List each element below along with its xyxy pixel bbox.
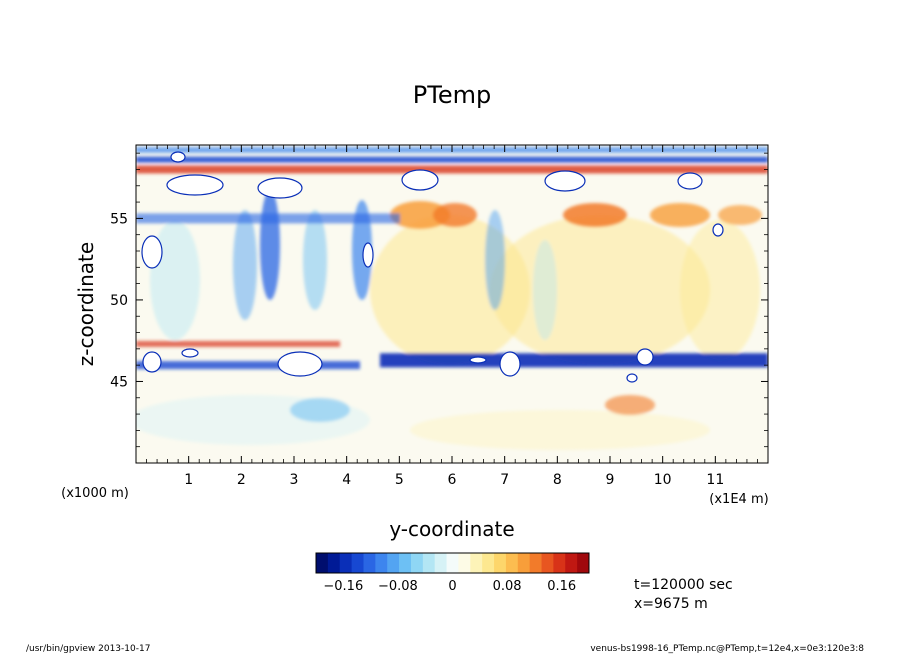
field-band — [380, 353, 768, 368]
colorbar-tick-label: 0.16 — [547, 579, 576, 594]
colorbar-cell — [529, 553, 542, 573]
y-tick-label: 55 — [110, 211, 128, 227]
field-feature — [718, 205, 762, 225]
colorbar-cell — [553, 553, 566, 573]
footer-left: /usr/bin/gpview 2013-10-17 — [26, 644, 150, 654]
field-feature — [303, 210, 327, 310]
y-tick-label: 50 — [110, 293, 128, 309]
x-unit-label: (x1E4 m) — [709, 492, 768, 507]
colorbar-cell — [363, 553, 376, 573]
colorbar-cell — [375, 553, 388, 573]
field-band — [136, 361, 360, 370]
field-band — [136, 156, 768, 163]
out-of-range-patch — [166, 174, 224, 196]
colorbar-cell — [458, 553, 471, 573]
colorbar-cell — [494, 553, 507, 573]
x-tick-label: 5 — [395, 472, 404, 488]
x-position-annotation: x=9675 m — [634, 596, 708, 612]
out-of-range-patch — [181, 348, 199, 358]
out-of-range-patch — [277, 351, 323, 377]
time-annotation: t=120000 sec — [634, 577, 733, 593]
x-tick-label: 3 — [290, 472, 299, 488]
field-feature — [490, 215, 710, 365]
colorbar-cell — [410, 553, 424, 573]
x-tick-label: 6 — [448, 472, 457, 488]
out-of-range-patch — [401, 169, 439, 191]
x-tick-label: 1 — [184, 472, 193, 488]
field-band — [136, 213, 400, 224]
y-axis-label: z-coordinate — [74, 242, 98, 366]
field-band — [136, 340, 340, 347]
colorbar-tick-label: −0.16 — [323, 579, 363, 594]
x-axis: 1 2 3 4 5 6 7 8 9 10 11 — [146, 145, 758, 488]
out-of-range-patch — [257, 177, 303, 199]
colorbar-cell — [387, 553, 400, 573]
footer-right: venus-bs1998-16_PTemp.nc@PTemp,t=12e4,x=… — [590, 644, 864, 654]
x-tick-label: 11 — [706, 472, 724, 488]
out-of-range-patch — [499, 351, 521, 377]
field-feature — [650, 203, 710, 227]
colorbar-cell — [316, 553, 329, 573]
field-feature — [290, 398, 350, 422]
field-feature — [605, 395, 655, 415]
x-tick-label: 4 — [342, 472, 351, 488]
x-tick-label: 10 — [654, 472, 672, 488]
x-tick-label: 2 — [237, 472, 246, 488]
field-band — [136, 165, 768, 174]
field-feature — [485, 210, 505, 310]
colorbar-tick-label: 0.08 — [493, 579, 522, 594]
x-tick-label: 8 — [553, 472, 562, 488]
plot-field — [136, 145, 768, 463]
out-of-range-patch — [712, 223, 724, 237]
colorbar-cell — [422, 553, 436, 573]
colorbar-cell — [482, 553, 495, 573]
out-of-range-patch — [469, 356, 487, 364]
colorbar-cell — [446, 553, 459, 573]
field-feature — [352, 200, 372, 300]
y-unit-label: (x1000 m) — [61, 486, 129, 501]
colorbar-cell — [351, 553, 364, 573]
x-tick-label: 9 — [606, 472, 615, 488]
colorbar-cell — [517, 553, 531, 573]
out-of-range-patch — [170, 151, 186, 163]
colorbar-ticks: −0.16 −0.08 0 0.08 0.16 — [323, 579, 576, 594]
chart-title: PTemp — [413, 81, 491, 109]
out-of-range-patch — [141, 235, 163, 269]
colorbar-cell — [577, 553, 590, 573]
field-feature — [533, 240, 557, 340]
x-tick-label: 7 — [500, 472, 509, 488]
colorbar-cell — [339, 553, 353, 573]
y-axis: 45 50 55 — [110, 152, 768, 448]
colorbar-cell — [434, 553, 447, 573]
field-feature — [433, 203, 477, 227]
colorbar-cell — [399, 553, 412, 573]
colorbar-tick-label: 0 — [448, 579, 456, 594]
field-feature — [410, 410, 710, 450]
colorbar-cell — [505, 553, 519, 573]
colorbar-cell — [541, 553, 554, 573]
out-of-range-patch — [626, 373, 638, 383]
colorbar — [315, 552, 590, 574]
field-feature — [233, 210, 257, 320]
x-axis-label: y-coordinate — [389, 517, 514, 541]
colorbar-cell — [565, 553, 578, 573]
field-feature — [260, 190, 280, 300]
field-feature — [390, 201, 450, 229]
out-of-range-patch — [142, 351, 162, 373]
field-feature — [680, 220, 760, 360]
field-features — [136, 146, 768, 450]
y-tick-label: 45 — [110, 374, 128, 390]
colorbar-cell — [327, 553, 341, 573]
out-of-range-patch — [636, 348, 654, 366]
out-of-range-patch — [677, 172, 703, 190]
colorbar-frame — [315, 552, 590, 574]
field-feature — [563, 203, 627, 227]
colorbar-cell — [470, 553, 483, 573]
out-of-range-patch — [362, 242, 374, 268]
out-of-range-patch — [544, 170, 586, 192]
colorbar-tick-label: −0.08 — [378, 579, 418, 594]
